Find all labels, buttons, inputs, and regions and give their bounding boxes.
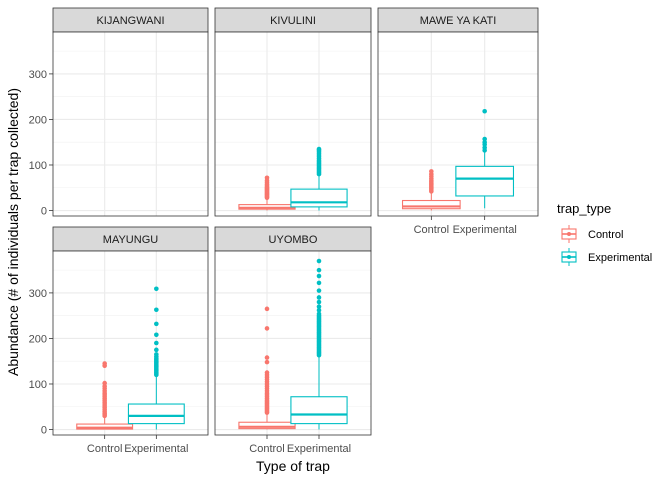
legend: trap_type Control Experimental [557,201,652,266]
outlier-point [154,307,159,313]
outlier-point [316,295,322,300]
facet-strip [377,7,539,33]
box-iqr [290,396,348,425]
outlier-point [316,267,322,273]
outlier-point [316,304,322,309]
y-tick-label: 200 [29,333,47,345]
outlier-point [102,383,107,389]
outlier-point [102,380,107,386]
outlier-point [316,288,322,293]
box-control [76,361,134,430]
outlier-point [482,108,487,114]
outlier-point [154,321,159,327]
outlier-point [482,136,487,142]
facet-strip-label: KIJANGWANI [96,15,164,27]
box-iqr [238,421,296,430]
legend-label-control: Control [588,229,623,241]
x-tick-label: Control [249,443,284,455]
y-tick-label: 0 [41,425,47,437]
y-tick-label: 300 [29,69,47,81]
facet-panels: KIJANGWANI 0 100 200 300 KIVULINI MAWE YA KATI… [29,7,539,455]
y-tick-label: 100 [29,160,47,172]
outlier-point [264,359,270,365]
outlier-point [429,169,434,174]
facet-uyombo: UYOMBO Control Experimental [214,226,372,455]
box-iqr [455,165,515,197]
x-tick-label: Control [414,224,449,236]
outlier-point [316,146,322,152]
x-tick-label: Experimental [453,224,517,236]
x-tick-label: Experimental [287,443,351,455]
y-axis-title: Abundance (# of individuals per trap col… [5,88,21,376]
box-control [238,306,296,430]
facet-strip [214,7,372,33]
outlier-point [154,352,159,357]
box-iqr [127,403,185,425]
x-axis-title: Type of trap [256,458,330,474]
outlier-point [264,326,270,331]
outlier-point [264,175,270,181]
facet-mawe-ya-kati: MAWE YA KATI Control Experimental [377,7,539,236]
outlier-point [154,347,159,353]
panel-border [52,250,209,436]
outlier-point [154,340,159,346]
box-control [401,169,461,211]
outlier-point [482,139,487,145]
y-tick-label: 100 [29,379,47,391]
outlier-point [102,361,107,366]
box-iqr [290,188,348,208]
panel-background [215,32,371,216]
facet-mayungu: MAYUNGU 0 100 200 300 Control Experimental [29,226,209,455]
outlier-point [154,286,159,292]
panel-border [52,31,209,217]
box-experimental [290,258,348,430]
facet-strip [52,226,209,252]
legend-key-point [567,232,571,236]
legend-label-experimental: Experimental [588,252,652,264]
box-experimental [290,146,348,211]
legend-key-point [567,255,571,259]
outlier-point [316,311,322,317]
y-tick-label: 0 [41,206,47,218]
outlier-point [316,307,322,313]
box-iqr [401,199,461,210]
x-tick-label: Experimental [124,443,188,455]
outlier-point [264,355,270,360]
facet-kivulini: KIVULINI [214,7,372,217]
facet-strip [214,226,372,252]
panel-background [53,32,208,216]
outlier-point [316,280,322,286]
legend-key-control [561,225,577,243]
outlier-point [264,370,270,375]
outlier-point [482,145,487,150]
panel-border [214,31,372,217]
facet-strip-label: MAYUNGU [103,234,158,246]
legend-title: trap_type [557,201,611,216]
panel-border [214,250,372,436]
facet-strip-label: KIVULINI [270,15,316,27]
box-iqr [76,423,134,430]
y-tick-label: 200 [29,114,47,126]
facet-kijangwani: KIJANGWANI 0 100 200 300 [29,7,209,218]
facet-strip-label: UYOMBO [269,234,318,246]
outlier-point [316,258,322,264]
facet-strip [52,7,209,33]
facet-strip-label: MAWE YA KATI [420,15,497,27]
outlier-point [154,332,159,338]
box-experimental [127,286,185,430]
box-experimental [455,108,515,209]
x-tick-label: Control [87,443,122,455]
outlier-point [316,273,322,279]
outlier-point [264,306,270,312]
box-control [238,175,296,211]
outlier-point [316,299,322,305]
legend-key-experimental [561,248,577,266]
panel-border [377,31,539,217]
y-tick-label: 300 [29,288,47,300]
